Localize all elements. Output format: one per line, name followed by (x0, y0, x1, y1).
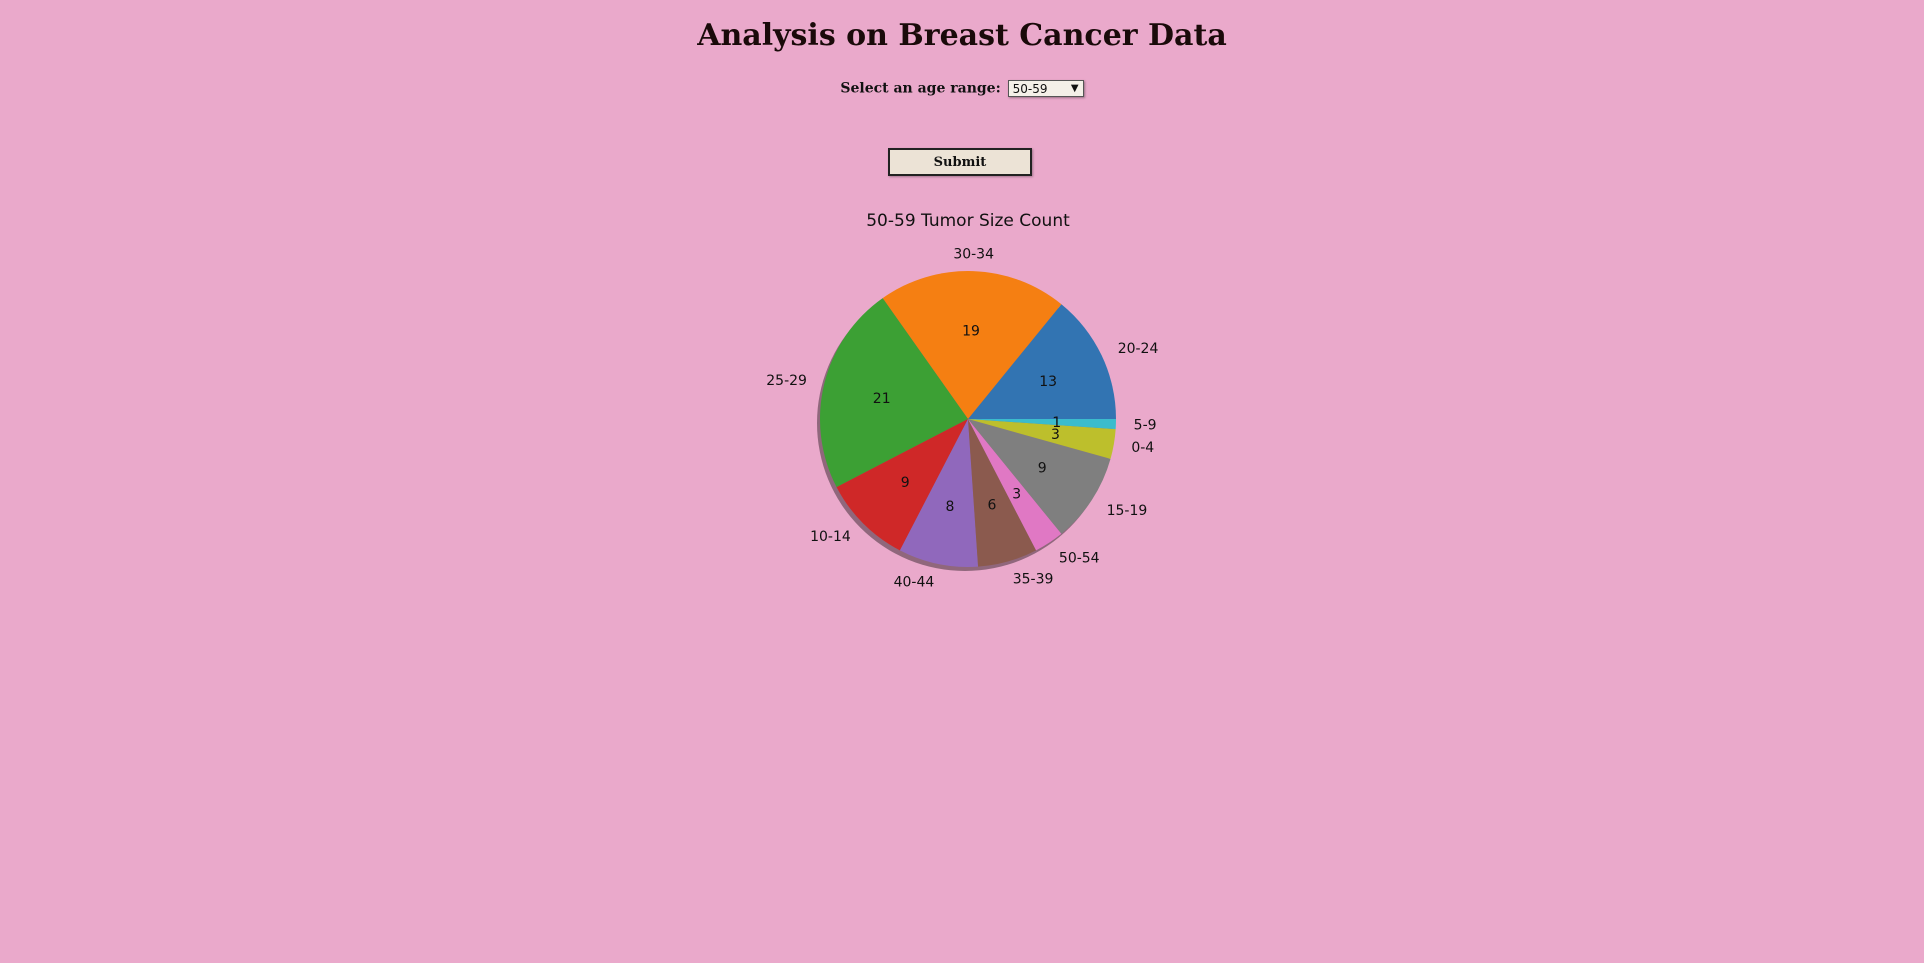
pie-slice-label: 50-54 (1059, 551, 1100, 567)
age-range-label: Select an age range: (840, 80, 1001, 97)
pie-slice-labels: 20-24 30-34 25-29 10-14 40-44 35-39 50-54 15-19… (766, 246, 1158, 590)
age-range-row: Select an age range: 50-59 ▼ (0, 80, 1924, 97)
pie-value-label: 19 (962, 323, 980, 339)
pie-slice-30-34 (882, 271, 1062, 419)
pie-slice-20-24 (968, 304, 1116, 419)
pie-slice-label: 35-39 (1013, 572, 1054, 588)
pie-slice-label: 40-44 (894, 574, 935, 590)
pie-slice-label: 20-24 (1118, 341, 1159, 357)
pie-slice-label: 0-4 (1131, 440, 1154, 456)
pie-slice-0-4 (968, 419, 1116, 459)
pie-value-label: 3 (1051, 427, 1060, 443)
pie-slice-15-19 (968, 419, 1111, 534)
pie-slice-50-54 (968, 419, 1062, 551)
pie-slice-5-9 (968, 419, 1116, 430)
page-title: Analysis on Breast Cancer Data (697, 18, 1227, 53)
chart-title: 50-59 Tumor Size Count (866, 211, 1070, 231)
pie-value-label: 8 (945, 499, 954, 515)
pie-value-label: 9 (1038, 461, 1047, 477)
pie-slice-label: 15-19 (1107, 503, 1148, 519)
pie-slice-25-29 (820, 298, 968, 488)
pie-slice-label: 5-9 (1134, 418, 1157, 434)
age-range-select[interactable]: 50-59 ▼ (1007, 80, 1084, 97)
age-range-selected-value: 50-59 (1012, 82, 1048, 96)
pie-slice-label: 10-14 (810, 529, 851, 545)
pie-slices (820, 271, 1116, 567)
pie-value-label: 1 (1052, 415, 1061, 431)
pie-value-label: 13 (1039, 374, 1057, 390)
pie-value-label: 9 (901, 475, 910, 491)
pie-value-label: 6 (987, 498, 996, 514)
submit-button[interactable]: Submit (888, 148, 1032, 176)
pie-slice-10-14 (836, 419, 968, 551)
pie-slice-35-39 (968, 419, 1037, 567)
pie-value-label: 21 (873, 391, 891, 407)
pie-slice-label: 25-29 (766, 373, 807, 389)
pie-slice-40-44 (899, 419, 979, 567)
pie-slice-label: 30-34 (953, 246, 994, 262)
pie-value-label: 3 (1012, 486, 1021, 502)
chevron-down-icon: ▼ (1070, 83, 1079, 94)
